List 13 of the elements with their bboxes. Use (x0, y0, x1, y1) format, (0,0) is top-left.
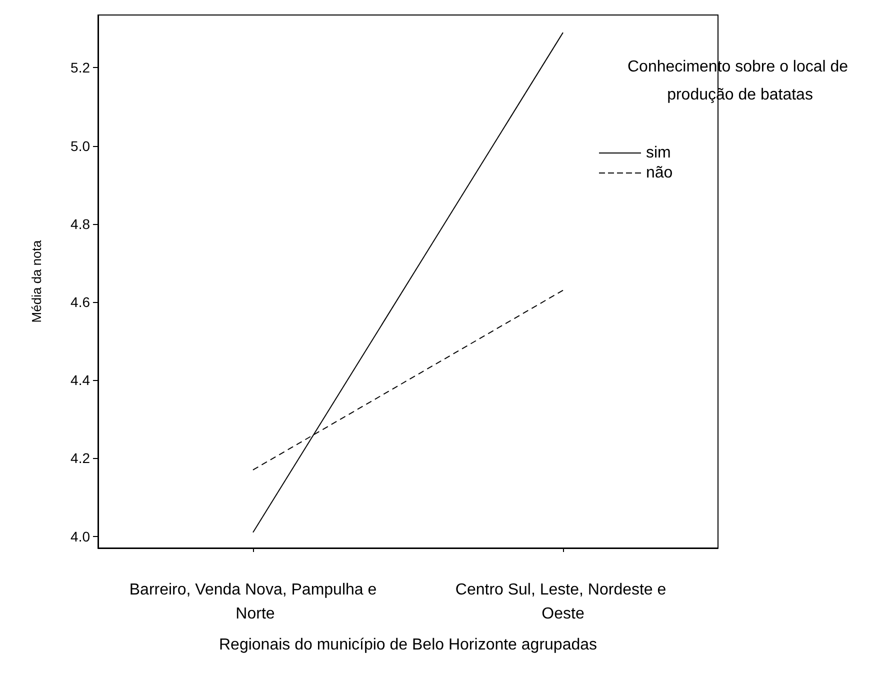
y-tick-label: 5.2 (70, 60, 90, 76)
y-tick-label: 4.0 (70, 528, 90, 544)
x-tick-label: Barreiro, Venda Nova, Pampulha e Norte (129, 582, 377, 622)
y-tick-label: 5.0 (70, 138, 90, 154)
legend-label: sim (646, 144, 671, 162)
y-tick-label: 4.6 (70, 294, 90, 310)
legend-label: não (646, 164, 673, 182)
y-tick-label: 4.2 (70, 450, 90, 466)
y-axis-title: Média da nota (29, 240, 44, 323)
y-tick-label: 4.8 (70, 216, 90, 232)
x-axis-title: Regionais do município de Belo Horizonte agrupadas (218, 636, 598, 654)
x-tick-label: Centro Sul, Leste, Nordeste e Oeste (455, 582, 671, 622)
y-tick-label: 4.4 (70, 372, 90, 388)
